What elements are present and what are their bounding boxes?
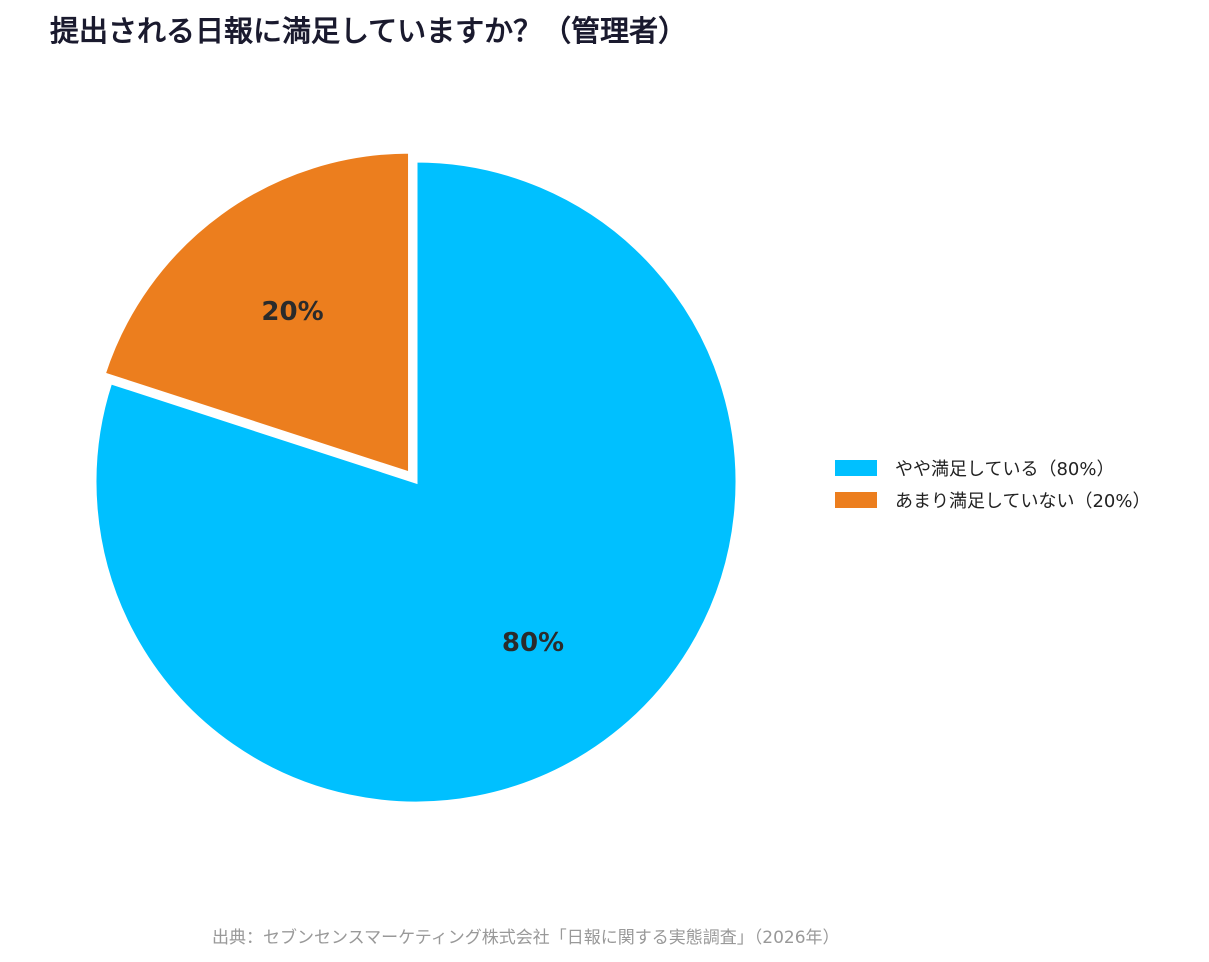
legend-label-not-satisfied: あまり満足していない（20%） xyxy=(895,491,1151,512)
pie-slice-very-satisfied xyxy=(93,159,739,805)
legend-item-not-satisfied: あまり満足していない（20%） xyxy=(835,484,1150,516)
legend-item-very-satisfied: やや満足している（80%） xyxy=(835,452,1150,484)
pie-slice-not-satisfied xyxy=(102,150,412,476)
slice-label-very-satisfied: 80% xyxy=(502,628,564,658)
legend-label-very-satisfied: やや満足している（80%） xyxy=(895,459,1115,480)
chart-title: 提出される日報に満足していますか？（管理者） xyxy=(50,14,688,48)
slice-label-not-satisfied: 20% xyxy=(261,297,323,327)
chart-source: 出典：セブンセンスマーケティング株式会社「日報に関する実態調査」（2026年） xyxy=(212,928,840,948)
legend-swatch-very-satisfied xyxy=(835,460,877,476)
legend-swatch-not-satisfied xyxy=(835,492,877,508)
chart-legend: やや満足している（80%） あまり満足していない（20%） xyxy=(835,452,1150,516)
